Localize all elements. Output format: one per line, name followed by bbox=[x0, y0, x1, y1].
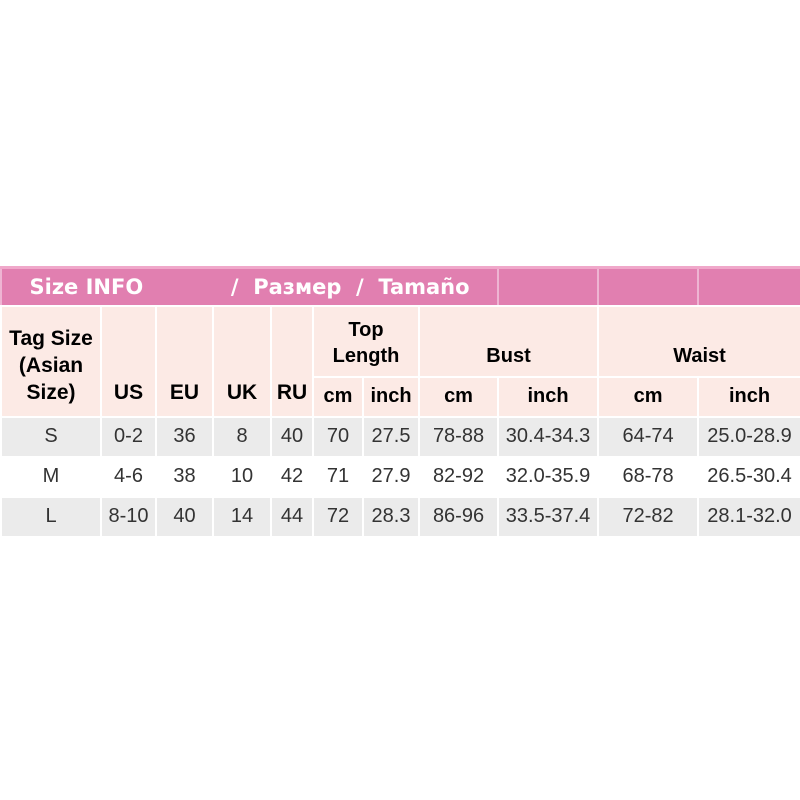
size-chart-table: Size INFO / Размер / Tamaño Tag Size (As… bbox=[0, 266, 800, 538]
cell-eu: 36 bbox=[155, 415, 214, 458]
cell-us: 0-2 bbox=[100, 415, 157, 458]
cell-waist-cm: 68-78 bbox=[597, 455, 700, 498]
cell-bust-cm: 82-92 bbox=[417, 455, 500, 498]
cell-bust-inch: 33.5-37.4 bbox=[497, 495, 600, 538]
cell-ru: 40 bbox=[270, 415, 314, 458]
cell-uk: 10 bbox=[212, 455, 272, 498]
cell-us: 4-6 bbox=[100, 455, 157, 498]
cell-tag-size: S bbox=[0, 415, 102, 458]
group-header-waist: Waist bbox=[597, 304, 800, 378]
unit-header-bust-inch: inch bbox=[497, 375, 600, 418]
cell-ru: 42 bbox=[270, 455, 314, 498]
cell-waist-cm: 64-74 bbox=[597, 415, 700, 458]
group-header-row: Tag Size (Asian Size) US EU UK RU Top Le… bbox=[0, 304, 800, 418]
title-bar-row: Size INFO / Размер / Tamaño bbox=[0, 266, 800, 307]
unit-header-row: cm inch cm inch cm inch bbox=[1, 375, 800, 418]
unit-header-bust-cm: cm bbox=[417, 375, 500, 418]
cell-us: 8-10 bbox=[100, 495, 157, 538]
cell-eu: 40 bbox=[155, 495, 214, 538]
cell-bust-cm: 86-96 bbox=[417, 495, 500, 538]
title-bar-spacer bbox=[497, 266, 600, 307]
col-header-ru: RU bbox=[270, 304, 314, 418]
title-bar-spacer bbox=[597, 266, 700, 307]
size-info-title: Size INFO / Размер / Tamaño bbox=[0, 266, 500, 307]
col-header-us: US bbox=[100, 304, 157, 418]
cell-eu: 38 bbox=[155, 455, 214, 498]
cell-waist-inch: 25.0-28.9 bbox=[697, 415, 800, 458]
unit-header-top-cm: cm bbox=[312, 375, 364, 418]
cell-top-length-inch: 27.9 bbox=[362, 455, 420, 498]
cell-tag-size: M bbox=[0, 455, 102, 498]
unit-header-waist-inch: inch bbox=[697, 375, 800, 418]
cell-uk: 8 bbox=[212, 415, 272, 458]
cell-bust-cm: 78-88 bbox=[417, 415, 500, 458]
cell-bust-inch: 30.4-34.3 bbox=[497, 415, 600, 458]
table-row-m: M 4-6 38 10 42 71 27.9 82-92 32.0-35.9 6… bbox=[0, 455, 800, 498]
cell-waist-inch: 26.5-30.4 bbox=[697, 455, 800, 498]
title-bar-spacer bbox=[697, 266, 800, 307]
cell-bust-inch: 32.0-35.9 bbox=[497, 455, 600, 498]
cell-top-length-cm: 70 bbox=[312, 415, 364, 458]
col-header-tag-size: Tag Size (Asian Size) bbox=[0, 304, 102, 418]
cell-top-length-cm: 72 bbox=[312, 495, 364, 538]
col-header-uk: UK bbox=[212, 304, 272, 418]
cell-top-length-inch: 27.5 bbox=[362, 415, 420, 458]
cell-waist-inch: 28.1-32.0 bbox=[697, 495, 800, 538]
cell-top-length-cm: 71 bbox=[312, 455, 364, 498]
cell-top-length-inch: 28.3 bbox=[362, 495, 420, 538]
cell-tag-size: L bbox=[0, 495, 102, 538]
table-row-l: L 8-10 40 14 44 72 28.3 86-96 33.5-37.4 … bbox=[0, 495, 800, 538]
group-header-bust: Bust bbox=[417, 304, 600, 378]
col-header-eu: EU bbox=[155, 304, 214, 418]
table-row-s: S 0-2 36 8 40 70 27.5 78-88 30.4-34.3 64… bbox=[0, 415, 800, 458]
group-header-top-length: Top Length bbox=[312, 304, 420, 378]
unit-header-top-inch: inch bbox=[362, 375, 420, 418]
cell-uk: 14 bbox=[212, 495, 272, 538]
cell-ru: 44 bbox=[270, 495, 314, 538]
cell-waist-cm: 72-82 bbox=[597, 495, 700, 538]
unit-header-waist-cm: cm bbox=[597, 375, 700, 418]
